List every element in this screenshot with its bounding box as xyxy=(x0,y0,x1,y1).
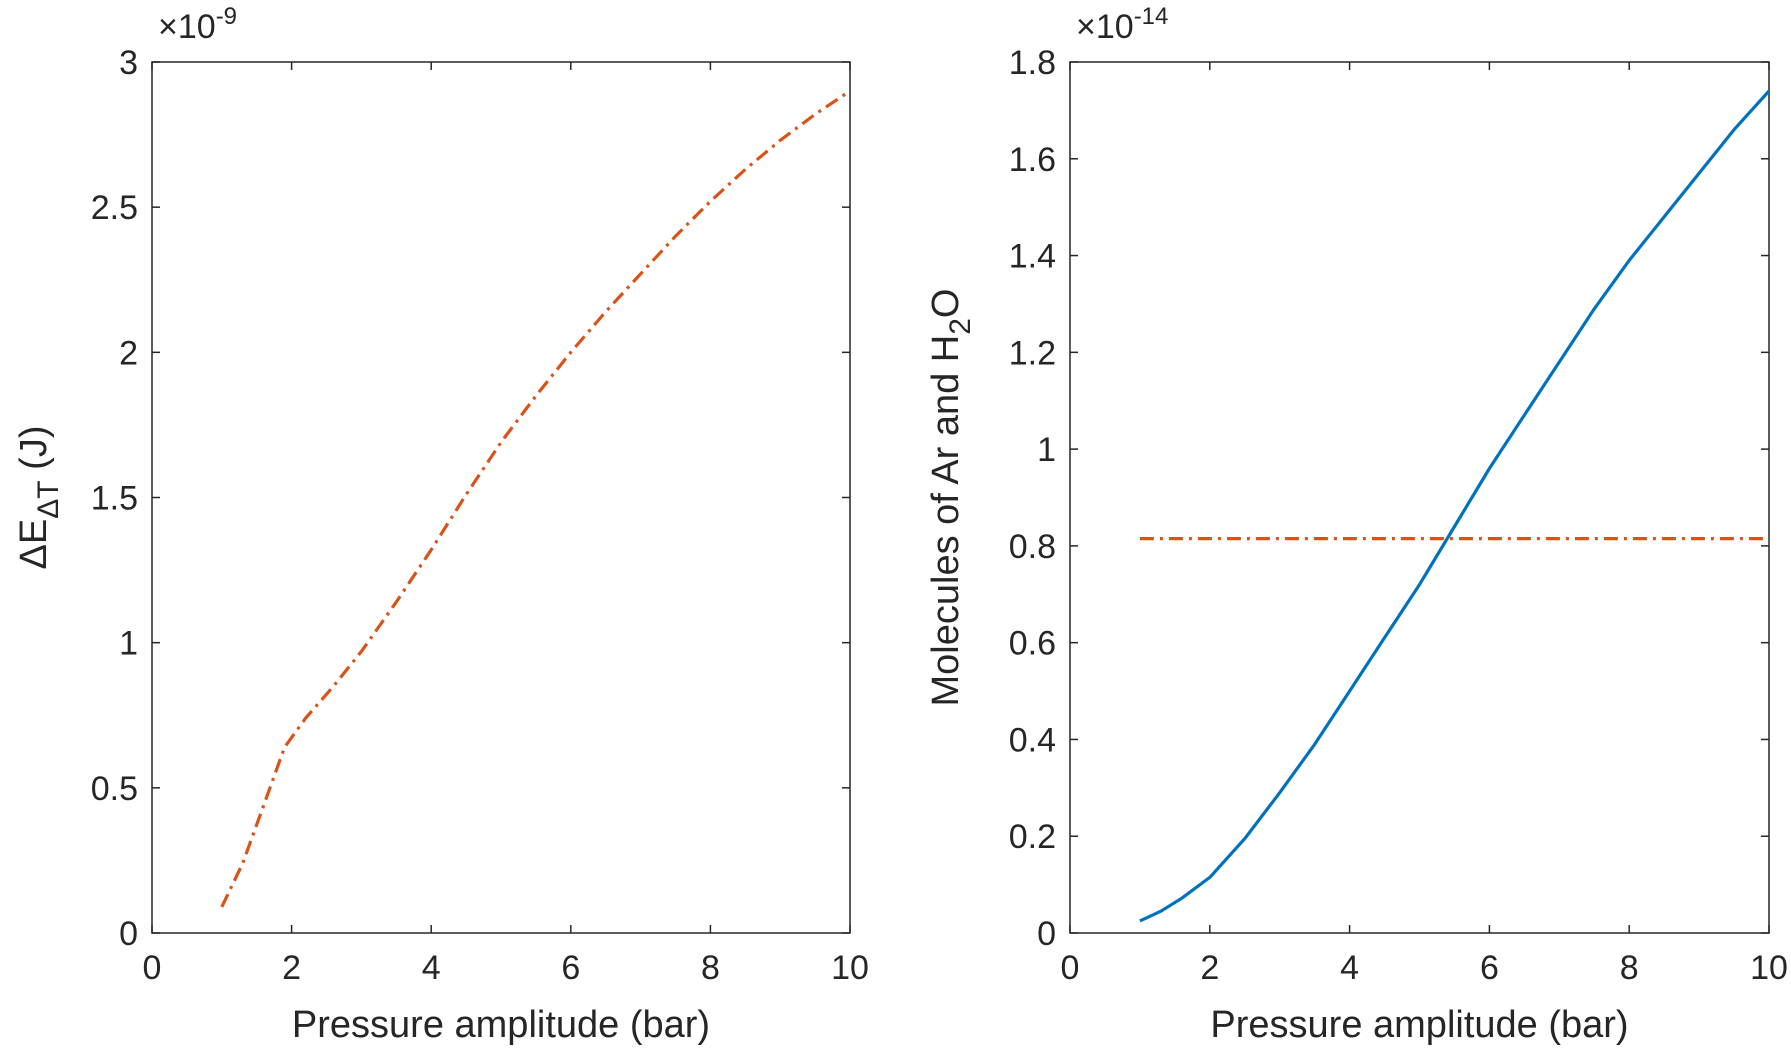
x-axis-label: Pressure amplitude (bar) xyxy=(292,1004,710,1046)
x-tick-label: 8 xyxy=(701,949,720,987)
y-tick-label: 0.5 xyxy=(91,770,138,808)
series-line-0 xyxy=(1139,89,1771,923)
series-line-0 xyxy=(220,89,851,908)
y-tick-label: 1.2 xyxy=(1009,334,1056,372)
x-tick-label: 0 xyxy=(143,949,162,987)
x-tick-label: 6 xyxy=(1480,949,1499,987)
x-tick-label: 2 xyxy=(1200,949,1219,987)
x-tick-label: 0 xyxy=(1061,949,1080,987)
exponent-label: ×10-9 xyxy=(158,3,237,46)
y-tick-label: 1.4 xyxy=(1009,238,1056,276)
y-tick-label: 3 xyxy=(119,44,138,82)
y-tick-label: 0.6 xyxy=(1009,625,1056,663)
y-tick-label: 2.5 xyxy=(91,189,138,227)
y-tick-label: 0.8 xyxy=(1009,528,1056,566)
y-tick-label: 0 xyxy=(119,915,138,953)
y-tick-label: 0 xyxy=(1037,915,1056,953)
y-tick-label: 1 xyxy=(119,625,138,663)
x-tick-label: 10 xyxy=(1750,949,1788,987)
exponent-label: ×10-14 xyxy=(1076,3,1168,46)
y-tick-label: 1.8 xyxy=(1009,44,1056,82)
plot-frame xyxy=(151,61,851,934)
y-tick-label: 2 xyxy=(119,334,138,372)
x-tick-label: 6 xyxy=(561,949,580,987)
x-tick-label: 10 xyxy=(831,949,869,987)
x-tick-label: 4 xyxy=(422,949,441,987)
y-tick-label: 0.4 xyxy=(1009,721,1056,759)
y-axis-label: Molecules of Ar and H2O xyxy=(925,289,977,707)
y-tick-label: 1.5 xyxy=(91,480,138,518)
right-plot: 0 2 4 6 8 10 0 0.2 0.4 0.6 0.8 1 1.2 1.4 1.6 1.8 ×10-14 P… xyxy=(925,3,1788,1046)
y-tick-label: 1.6 xyxy=(1009,141,1056,179)
x-tick-label: 2 xyxy=(282,949,301,987)
x-tick-label: 4 xyxy=(1340,949,1359,987)
plot-frame xyxy=(1069,61,1770,934)
y-tick-label: 1 xyxy=(1037,431,1056,469)
x-axis-label: Pressure amplitude (bar) xyxy=(1210,1004,1628,1046)
y-axis-label: ΔEΔT (J) xyxy=(13,426,65,570)
left-plot: 0 2 4 6 8 10 0 0.5 1 1.5 2 2.5 3 ×10-9 Pressure amplit… xyxy=(13,3,869,1046)
y-tick-label: 0.2 xyxy=(1009,818,1056,856)
x-tick-label: 8 xyxy=(1620,949,1639,987)
